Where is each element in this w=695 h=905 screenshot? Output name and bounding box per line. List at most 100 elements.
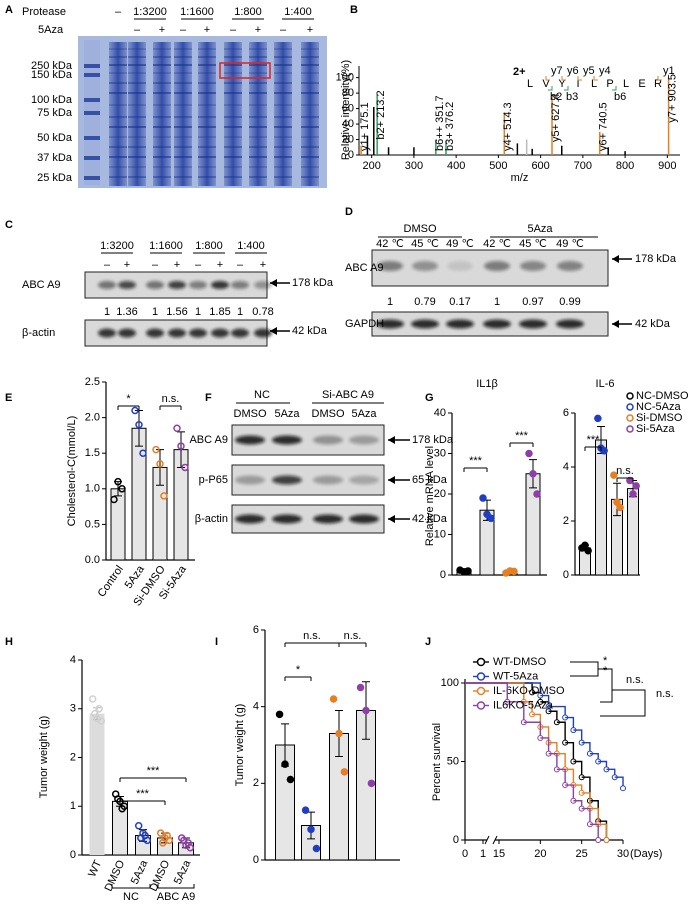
ion-mark xyxy=(577,76,582,81)
y-tick-label: 4 xyxy=(253,701,259,713)
survival-step xyxy=(548,752,558,770)
legend-label: Si-5Aza xyxy=(636,423,675,435)
blot-band xyxy=(484,261,510,271)
blot-band xyxy=(168,328,186,338)
gel-band xyxy=(128,72,146,74)
gel-lane xyxy=(174,42,192,186)
gel-band xyxy=(174,56,192,58)
gel-band xyxy=(274,176,292,178)
ratio-label: 1 xyxy=(237,306,243,318)
y-axis-label: Tumor weight (g) xyxy=(234,704,246,787)
row-label: 5Aza xyxy=(38,24,64,36)
panel-letter: J xyxy=(425,636,431,648)
blot-band xyxy=(118,328,136,338)
marker-band xyxy=(84,111,100,115)
data-point xyxy=(613,498,621,506)
treatment-label: – xyxy=(104,259,111,271)
residue: Y xyxy=(558,78,566,90)
ion-label: b6 xyxy=(614,91,626,103)
blot-band xyxy=(376,319,404,329)
gel-band xyxy=(198,176,216,178)
data-point xyxy=(281,760,289,768)
legend-label: WT-DMSO xyxy=(493,656,547,668)
gel-band xyxy=(174,146,192,148)
row-label: β-actin xyxy=(22,327,55,339)
panel-letter: F xyxy=(205,392,212,404)
peak-label: y6+ 740.5 xyxy=(598,102,610,151)
ion-label: b2 xyxy=(550,91,562,103)
gel-band xyxy=(249,56,267,58)
gel-band xyxy=(109,48,127,50)
significance-label: *** xyxy=(136,788,150,800)
gel-band xyxy=(174,116,192,118)
gel-band xyxy=(249,48,267,50)
gel-band xyxy=(109,126,127,128)
gel-band xyxy=(249,146,267,148)
blot-band xyxy=(254,328,272,338)
arrow-head xyxy=(388,476,395,484)
gel-band xyxy=(109,156,127,158)
data-point xyxy=(533,490,541,498)
y-axis-label: Relative intensity(%) xyxy=(340,60,352,160)
gel-band xyxy=(128,56,146,58)
marker-label: 150 kDa xyxy=(31,69,73,81)
data-point xyxy=(616,503,624,512)
x-tick-label: 1 xyxy=(480,848,486,860)
data-point xyxy=(525,449,533,458)
survival-step xyxy=(507,701,525,723)
gel-band xyxy=(249,116,267,118)
survival-point xyxy=(603,837,610,843)
temperature-label: 42 ℃ xyxy=(376,238,404,250)
ion-label: y6 xyxy=(567,65,579,77)
gel-band xyxy=(274,104,292,106)
survival-step xyxy=(573,760,583,778)
data-point xyxy=(487,514,495,523)
data-point xyxy=(510,567,518,576)
gel-lane xyxy=(128,42,146,186)
ion-mark xyxy=(564,86,569,91)
size-label: 178 kDa xyxy=(412,434,454,446)
peak-label: b6++ 351.7 xyxy=(434,95,446,151)
gel-band xyxy=(301,72,319,74)
survival-point xyxy=(620,785,626,792)
data-point xyxy=(173,424,181,433)
gel-band xyxy=(109,166,127,168)
y-tick-label: 0 xyxy=(348,149,354,161)
gel-band xyxy=(109,176,127,178)
size-label: 42 kDa xyxy=(292,325,328,337)
treatment-label: + xyxy=(174,259,180,271)
ratio-label: 1 xyxy=(195,306,201,318)
row-label: ABC A9 xyxy=(189,434,228,446)
temperature-label: 45 ℃ xyxy=(411,238,439,250)
blot-band xyxy=(520,261,546,271)
marker-label: 50 kDa xyxy=(37,132,73,144)
gel-band xyxy=(301,176,319,178)
row-label: ABC A9 xyxy=(22,279,61,291)
panel-letter: A xyxy=(5,4,13,16)
data-point xyxy=(632,482,640,490)
arrow-head xyxy=(388,515,395,523)
gel-band xyxy=(274,92,292,94)
panel-letter: D xyxy=(345,206,353,218)
blot-band xyxy=(349,435,379,445)
residue: L xyxy=(591,78,597,90)
data-point xyxy=(184,839,192,847)
blot-band xyxy=(146,281,164,289)
temperature-label: 49 ℃ xyxy=(446,238,474,250)
temperature-label: 45 ℃ xyxy=(519,238,547,250)
bar xyxy=(525,473,541,576)
gel-band xyxy=(224,116,242,118)
gel-band xyxy=(224,72,242,74)
marker-band xyxy=(84,136,100,140)
data-point xyxy=(134,822,143,830)
data-point xyxy=(367,779,376,788)
gel-band xyxy=(198,48,216,50)
comparison-bracket xyxy=(570,661,613,703)
gel-band xyxy=(198,72,216,74)
gel-band xyxy=(274,166,292,168)
x-tick-label: 25 xyxy=(576,848,588,860)
gel-band xyxy=(153,146,171,148)
data-point xyxy=(629,490,637,498)
lane-label: + xyxy=(307,24,313,36)
arrow-head xyxy=(612,320,619,328)
